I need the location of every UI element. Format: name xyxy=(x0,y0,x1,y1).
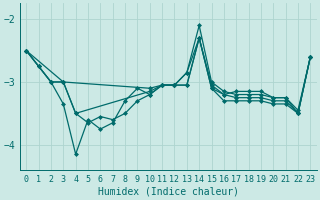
X-axis label: Humidex (Indice chaleur): Humidex (Indice chaleur) xyxy=(98,187,239,197)
